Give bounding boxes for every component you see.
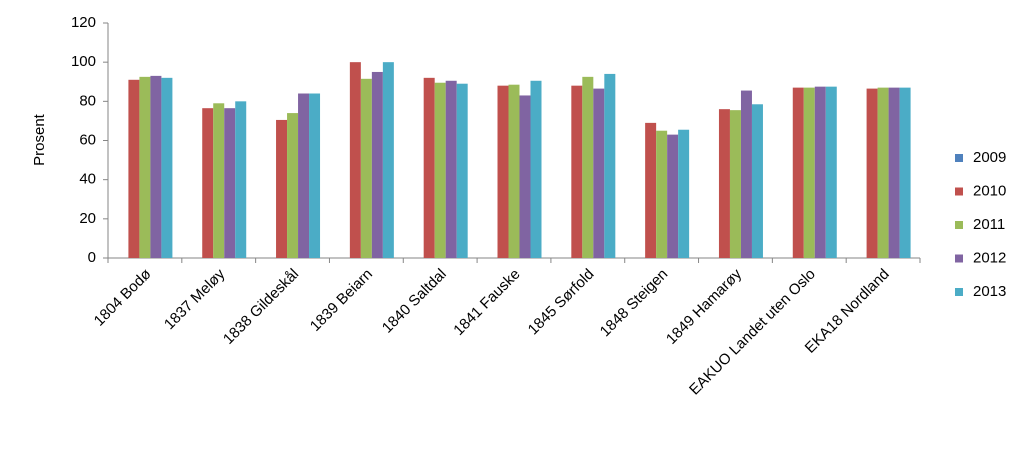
legend-swatch	[955, 187, 963, 196]
legend-label: 2012	[973, 249, 1006, 266]
legend-label: 2010	[973, 182, 1006, 199]
bar	[309, 93, 321, 258]
y-tick-label: 80	[79, 92, 96, 109]
bar	[656, 130, 668, 258]
bar	[519, 95, 531, 258]
y-tick-label: 0	[88, 249, 96, 266]
bar	[276, 119, 288, 258]
bar	[235, 101, 247, 258]
y-axis-label: Prosent	[31, 113, 48, 166]
bar	[582, 76, 594, 259]
bar	[530, 80, 542, 258]
y-tick-label: 120	[71, 14, 96, 31]
x-tick-label: 1838 Gildeskål	[220, 266, 302, 348]
x-tick-label: 1837 Meløy	[161, 265, 229, 333]
bar	[803, 87, 815, 258]
bar	[877, 87, 889, 258]
x-tick-label: 1845 Sørfold	[525, 266, 598, 339]
bar	[298, 93, 310, 258]
y-tick-label: 100	[71, 53, 96, 70]
bar	[349, 62, 361, 258]
x-tick-label: 1804 Bodø	[91, 266, 155, 330]
x-tick-label: 1841 Fauske	[450, 266, 523, 339]
bar	[161, 77, 173, 258]
bar	[139, 76, 151, 259]
legend-label: 2009	[973, 149, 1006, 166]
legend-swatch	[955, 221, 963, 229]
bar	[751, 104, 763, 258]
x-tick-label: 1840 Saltdal	[379, 266, 450, 337]
bar	[667, 134, 679, 258]
bar	[740, 90, 752, 258]
bar	[360, 78, 372, 258]
y-tick-label: 40	[79, 171, 96, 188]
x-tick-label: 1839 Beiarn	[307, 266, 376, 335]
bar	[508, 84, 520, 258]
bar	[825, 86, 837, 258]
legend-swatch	[955, 288, 963, 296]
bar	[202, 108, 214, 258]
bar	[497, 85, 509, 259]
bar	[866, 88, 878, 259]
bar	[445, 80, 457, 258]
bar	[382, 62, 394, 258]
bar	[729, 110, 741, 258]
bar	[678, 129, 690, 258]
bar	[814, 86, 826, 258]
legend-swatch	[955, 154, 963, 162]
legend-swatch	[955, 254, 963, 263]
x-tick-label: 1848 Steigen	[597, 266, 672, 341]
bar	[888, 87, 900, 258]
legend-label: 2011	[973, 216, 1005, 233]
x-tick-label: EAKUO Landet uten Oslo	[686, 266, 819, 399]
bar	[224, 108, 236, 258]
bar	[645, 122, 657, 258]
x-tick-label: 1849 Hamarøy	[663, 265, 746, 348]
bar	[423, 77, 435, 258]
y-tick-label: 20	[79, 210, 96, 227]
bar	[718, 109, 730, 259]
y-tick-label: 60	[79, 131, 96, 148]
bar	[604, 73, 616, 259]
bar	[213, 103, 225, 259]
bar	[571, 85, 583, 259]
bar	[456, 83, 468, 258]
bar	[593, 88, 605, 259]
legend-label: 2013	[973, 283, 1006, 300]
bar	[899, 87, 911, 258]
bar	[434, 82, 446, 259]
bar	[792, 87, 804, 258]
bar	[287, 113, 299, 258]
bar	[128, 79, 140, 259]
bar	[371, 71, 383, 258]
bar	[150, 75, 162, 258]
